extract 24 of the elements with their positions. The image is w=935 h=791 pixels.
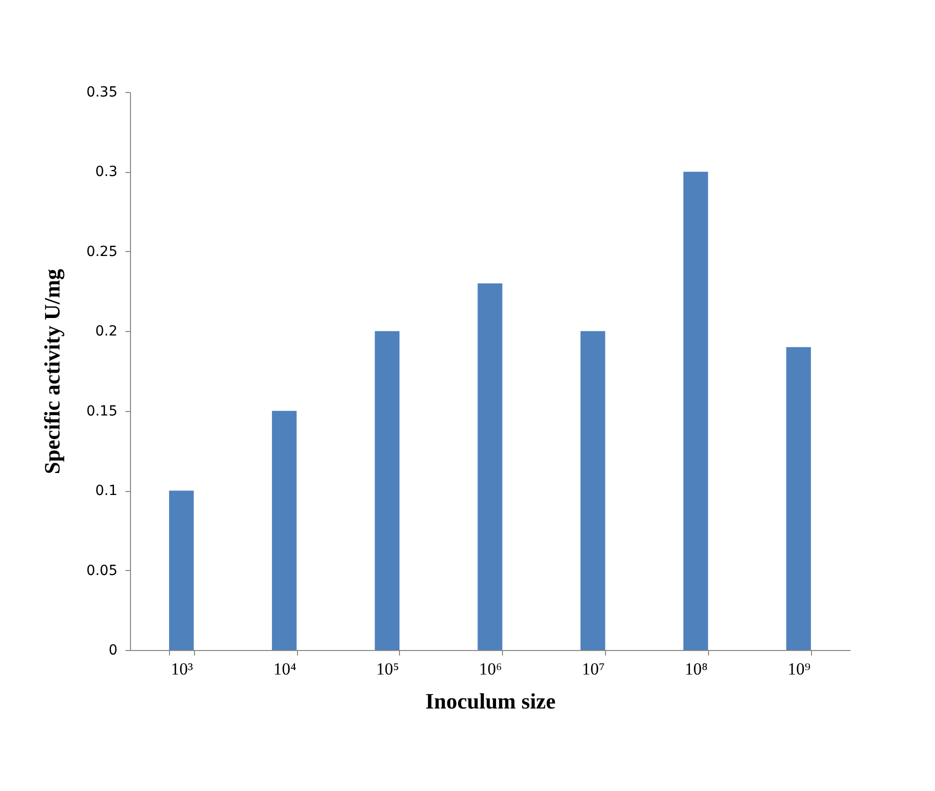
- x-tick-label: 10⁵: [376, 660, 400, 678]
- x-tick-label: 10⁴: [273, 660, 296, 678]
- bar: [272, 410, 297, 650]
- bar: [169, 490, 194, 650]
- x-tick-label: 10³: [170, 660, 193, 678]
- x-tick-label: 10⁹: [788, 660, 811, 678]
- y-tick-label: 0.15: [86, 403, 118, 420]
- x-tick-label: 10⁶: [479, 660, 502, 678]
- y-tick-label: 0.3: [95, 164, 118, 180]
- y-tick-label: 0.2: [95, 324, 118, 340]
- y-tick-label: 0: [108, 642, 118, 658]
- bar: [683, 172, 708, 650]
- y-tick-label: 0.1: [95, 483, 118, 500]
- bar: [374, 331, 400, 650]
- y-axis-title: Specific activity U/mg: [39, 268, 64, 474]
- bar: [478, 283, 502, 650]
- y-tick-label: 0.25: [86, 244, 118, 260]
- x-axis-title: Inoculum size: [425, 688, 556, 714]
- bar: [786, 347, 811, 650]
- x-tick-label: 10⁸: [684, 660, 708, 678]
- y-tick-label: 0.35: [86, 84, 118, 100]
- y-tick-label: 0.05: [86, 562, 118, 579]
- bar: [580, 331, 606, 650]
- x-tick-label: 10⁷: [582, 660, 605, 678]
